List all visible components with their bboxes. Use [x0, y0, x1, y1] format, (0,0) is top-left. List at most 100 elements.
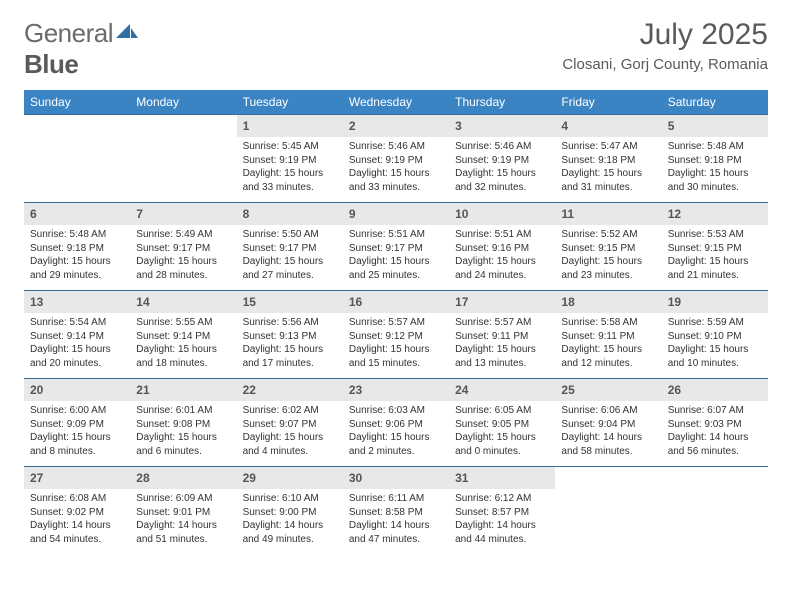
- calendar-day-cell: 24Sunrise: 6:05 AMSunset: 9:05 PMDayligh…: [449, 379, 555, 467]
- calendar-day-cell: 31Sunrise: 6:12 AMSunset: 8:57 PMDayligh…: [449, 467, 555, 555]
- sunset-line: Sunset: 9:03 PM: [668, 419, 742, 430]
- day-number: 16: [343, 291, 449, 313]
- calendar-week-row: 6Sunrise: 5:48 AMSunset: 9:18 PMDaylight…: [24, 203, 768, 291]
- day-details: Sunrise: 6:07 AMSunset: 9:03 PMDaylight:…: [662, 401, 768, 466]
- sunset-line: Sunset: 9:11 PM: [455, 331, 528, 342]
- calendar-day-cell: 17Sunrise: 5:57 AMSunset: 9:11 PMDayligh…: [449, 291, 555, 379]
- daylight-line: Daylight: 15 hours and 15 minutes.: [349, 344, 430, 369]
- sunrise-line: Sunrise: 6:05 AM: [455, 405, 531, 416]
- day-details: Sunrise: 5:51 AM Sunset: 9:17 PM Daylight:…: [343, 225, 449, 290]
- day-number: 20: [24, 379, 130, 401]
- sunset-line: Sunset: 9:19 PM: [349, 155, 423, 166]
- title-block: July 2025 Closani, Gorj County, Romania: [562, 18, 768, 73]
- day-details: Sunrise: 6:01 AMSunset: 9:08 PMDaylight:…: [130, 401, 236, 466]
- day-number: 25: [555, 379, 661, 401]
- sunset-line: Sunset: 9:00 PM: [243, 507, 317, 518]
- day-details: Sunrise: 6:10 AMSunset: 9:00 PMDaylight:…: [237, 489, 343, 554]
- calendar-day-cell: 14Sunrise: 5:55 AMSunset: 9:14 PMDayligh…: [130, 291, 236, 379]
- calendar-day-cell: 13Sunrise: 5:54 AMSunset: 9:14 PMDayligh…: [24, 291, 130, 379]
- daylight-line: Daylight: 14 hours and 44 minutes.: [455, 520, 536, 545]
- calendar-day-cell: 8Sunrise: 5:50 AMSunset: 9:17 PMDaylight…: [237, 203, 343, 291]
- day-details: Sunrise: 5:48 AMSunset: 9:18 PMDaylight:…: [662, 137, 768, 202]
- day-number: 6: [24, 203, 130, 225]
- location: Closani, Gorj County, Romania: [562, 56, 768, 73]
- sunset-line: Sunset: 9:01 PM: [136, 507, 210, 518]
- daylight-line: Daylight: 15 hours and 12 minutes.: [561, 344, 642, 369]
- calendar-week-row: 20 Sunrise: 6:00 AM Sunset: 9:09 PM Dayligh…: [24, 379, 768, 467]
- sunrise-line: Sunrise: 5:50 AM: [243, 229, 319, 240]
- sunrise-line: Sunrise: 5:51 AM: [455, 229, 531, 240]
- calendar-day-cell: 16Sunrise: 5:57 AMSunset: 9:12 PMDayligh…: [343, 291, 449, 379]
- calendar-day-cell: 12Sunrise: 5:53 AMSunset: 9:15 PMDayligh…: [662, 203, 768, 291]
- sunrise-line: Sunrise: 5:47 AM: [561, 141, 637, 152]
- sunrise-line: Sunrise: 5:57 AM: [349, 317, 425, 328]
- sunrise-line: Sunrise: 6:08 AM: [30, 493, 106, 504]
- day-number: 15: [237, 291, 343, 313]
- sunset-line: Sunset: 9:04 PM: [561, 419, 635, 430]
- calendar-header: SundayMondayTuesdayWednesdayThursdayFrid…: [24, 90, 768, 115]
- sunset-line: Sunset: 9:18 PM: [668, 155, 742, 166]
- day-details: Sunrise: 6:09 AMSunset: 9:01 PMDaylight:…: [130, 489, 236, 554]
- day-number: 24: [449, 379, 555, 401]
- daylight-line: Daylight: 15 hours and 27 minutes.: [243, 256, 324, 281]
- day-number: 26: [662, 379, 768, 401]
- day-details: Sunrise: 5:56 AMSunset: 9:13 PMDaylight:…: [237, 313, 343, 378]
- month-title: July 2025: [562, 18, 768, 52]
- day-number: 31: [449, 467, 555, 489]
- day-details: Sunrise: 6:03 AMSunset: 9:06 PMDaylight:…: [343, 401, 449, 466]
- day-number: 11: [555, 203, 661, 225]
- day-details: Sunrise: 5:48 AMSunset: 9:18 PMDaylight:…: [24, 225, 130, 290]
- sunrise-line: Sunrise: 6:07 AM: [668, 405, 744, 416]
- sunset-line: Sunset: 9:17 PM: [349, 243, 423, 254]
- sunset-line: Sunset: 9:15 PM: [561, 243, 635, 254]
- day-number: 19: [662, 291, 768, 313]
- day-number: 14: [130, 291, 236, 313]
- day-number: 9: [343, 203, 449, 225]
- calendar-day-cell: 2Sunrise: 5:46 AMSunset: 9:19 PMDaylight…: [343, 115, 449, 203]
- calendar-day-cell: 3Sunrise: 5:46 AMSunset: 9:19 PMDaylight…: [449, 115, 555, 203]
- weekday-header: Tuesday: [237, 90, 343, 115]
- sunrise-line: Sunrise: 6:09 AM: [136, 493, 212, 504]
- day-number: 17: [449, 291, 555, 313]
- sunrise-line: Sunrise: 6:12 AM: [455, 493, 531, 504]
- weekday-header: Saturday: [662, 90, 768, 115]
- weekday-header: Monday: [130, 90, 236, 115]
- day-details: Sunrise: 5:52 AM Sunset: 9:15 PM Daylight:…: [555, 225, 661, 290]
- calendar-day-cell: 11 Sunrise: 5:52 AM Sunset: 9:15 PM Dayligh…: [555, 203, 661, 291]
- calendar-day-cell: .: [662, 467, 768, 555]
- day-number: 10: [449, 203, 555, 225]
- calendar-day-cell: 1Sunrise: 5:45 AMSunset: 9:19 PMDaylight…: [237, 115, 343, 203]
- day-number: 4: [555, 115, 661, 137]
- day-details: Sunrise: 5:51 AMSunset: 9:16 PMDaylight:…: [449, 225, 555, 290]
- sunset-line: Sunset: 9:09 PM: [30, 419, 104, 430]
- sunrise-line: Sunrise: 6:00 AM: [30, 405, 106, 416]
- daylight-line: Daylight: 14 hours and 49 minutes.: [243, 520, 324, 545]
- daylight-line: Daylight: 15 hours and 29 minutes.: [30, 256, 111, 281]
- sunrise-line: Sunrise: 6:01 AM: [136, 405, 212, 416]
- day-number: 28: [130, 467, 236, 489]
- sunrise-line: Sunrise: 5:52 AM: [561, 229, 637, 240]
- sunset-line: Sunset: 9:02 PM: [30, 507, 104, 518]
- sunrise-line: Sunrise: 5:54 AM: [30, 317, 106, 328]
- daylight-line: Daylight: 15 hours and 0 minutes.: [455, 432, 536, 457]
- sunrise-line: Sunrise: 6:02 AM: [243, 405, 319, 416]
- daylight-line: Daylight: 15 hours and 32 minutes.: [455, 168, 536, 193]
- calendar-day-cell: 18Sunrise: 5:58 AMSunset: 9:11 PMDayligh…: [555, 291, 661, 379]
- calendar-day-cell: .: [130, 115, 236, 203]
- day-details: Sunrise: 5:47 AMSunset: 9:18 PMDaylight:…: [555, 137, 661, 202]
- calendar-day-cell: 4Sunrise: 5:47 AMSunset: 9:18 PMDaylight…: [555, 115, 661, 203]
- sunrise-line: Sunrise: 5:49 AM: [136, 229, 212, 240]
- daylight-line: Daylight: 15 hours and 23 minutes.: [561, 256, 642, 281]
- sunset-line: Sunset: 9:07 PM: [243, 419, 317, 430]
- header: General Blue July 2025 Closani, Gorj Cou…: [24, 18, 768, 80]
- sunrise-line: Sunrise: 5:51 AM: [349, 229, 425, 240]
- calendar-day-cell: 28Sunrise: 6:09 AMSunset: 9:01 PMDayligh…: [130, 467, 236, 555]
- day-number: 12: [662, 203, 768, 225]
- daylight-line: Daylight: 15 hours and 13 minutes.: [455, 344, 536, 369]
- sunset-line: Sunset: 9:17 PM: [136, 243, 210, 254]
- calendar-day-cell: 10Sunrise: 5:51 AMSunset: 9:16 PMDayligh…: [449, 203, 555, 291]
- sunset-line: Sunset: 9:16 PM: [455, 243, 529, 254]
- calendar-week-row: 13Sunrise: 5:54 AMSunset: 9:14 PMDayligh…: [24, 291, 768, 379]
- daylight-line: Daylight: 15 hours and 25 minutes.: [349, 256, 430, 281]
- day-number: 29: [237, 467, 343, 489]
